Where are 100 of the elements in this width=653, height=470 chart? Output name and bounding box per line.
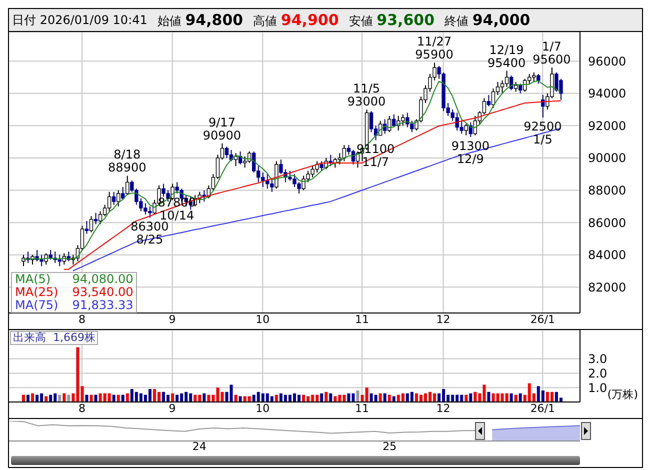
bar [270,396,274,402]
y-tick-label: 94000 [588,86,626,101]
series-label: MA(25) [15,285,58,299]
bar [274,394,278,402]
x-tick-label: 9 [168,402,176,415]
bar [302,394,306,402]
annotation: 9/17 90900 [202,115,242,142]
annotation: 8/18 88900 [108,148,146,175]
bar [230,384,233,402]
candlestick [460,120,464,134]
x-tick-label: 8 [78,312,86,326]
bar [248,396,251,402]
bar [67,394,70,402]
candlestick [94,212,98,225]
bar [518,393,522,402]
bar [116,394,120,402]
y-tick-label: 96000 [588,54,626,68]
x-tick-label: 8 [78,402,86,415]
bar [487,392,490,402]
bar [49,394,52,402]
bar [438,393,441,402]
bar [334,396,337,402]
candlestick [486,94,491,107]
candlestick [536,73,540,84]
bar [347,393,350,402]
y-tick-label: 82000 [588,280,626,294]
candlestick [274,160,278,190]
bar [162,392,166,402]
bar [378,393,382,402]
candlestick [98,210,102,225]
bar [171,393,174,402]
candlestick [392,114,396,128]
annotation: 11/27 95900 [415,34,454,62]
bar [207,394,210,402]
candlestick [84,220,89,234]
series-label: MA(5) [15,272,51,286]
x-tick-label: 10 [256,402,270,415]
candlestick [112,191,116,206]
bar [126,393,129,402]
candlestick [320,160,324,172]
bar [31,393,34,402]
bar [510,393,513,402]
candlestick [126,175,130,196]
bar [58,394,62,402]
y-axis-title: (万株) [607,388,638,401]
x-tick-label: 26/1 [530,312,556,326]
y-tick-label: 2.0 [588,366,608,380]
x-tick-label: 11 [355,402,370,415]
candlestick [491,88,496,108]
x-tick-label: 24 [192,440,206,453]
x-tick-label: 12 [436,312,450,326]
bar [474,392,477,402]
candlestick [464,124,468,136]
bar [194,394,197,402]
candlestick [504,70,509,88]
annotation: 92500 1/5 [524,120,562,147]
y-tick-label: 3.0 [588,352,608,366]
x-tick-label: 9 [168,312,176,326]
candlestick [514,82,518,92]
bar [469,393,472,402]
bar [26,394,30,402]
bar [324,392,328,402]
candlestick [224,146,229,158]
annotation: 91300 12/9 [451,138,490,166]
bar [85,394,88,402]
bar [492,393,495,402]
bar [44,396,48,402]
bar [94,394,98,402]
bar [238,396,242,402]
y-tick-label: 92000 [588,118,626,133]
candlestick [500,80,504,94]
bar [550,392,554,402]
annotation: 93,540.00 [72,285,134,299]
bar [62,393,66,402]
bar [365,388,368,402]
y-tick-label: 86000 [588,216,626,230]
bar [320,393,324,402]
header: 日付 2026/01/09 10:41 始値 94,800 高値 94,900 安値 93,600 終値 94,000 [9,9,642,32]
x-tick-label: 11 [355,312,370,326]
bar [392,396,396,402]
bar [464,394,468,402]
x-tick-label: 12 [436,402,450,415]
bar [108,393,111,402]
annotation: 11/5 93000 [347,82,386,109]
bar [383,393,386,402]
bar [112,394,116,402]
bar [356,390,360,402]
x-tick-label: 26/1 [530,402,556,415]
annotation: 94,080.00 [72,272,134,286]
bar [388,394,391,402]
chart-title: 出来高 1,669株 [10,331,98,345]
bar [121,394,124,402]
y-tick-label: 1.0 [588,380,608,395]
annotation: 12/19 95400 [487,42,526,70]
bar [90,394,93,402]
candlestick [116,190,120,207]
annotation: 91,833.33 [72,298,134,312]
x-tick-label: 25 [382,440,397,453]
bar [374,394,378,402]
bar [514,394,518,402]
